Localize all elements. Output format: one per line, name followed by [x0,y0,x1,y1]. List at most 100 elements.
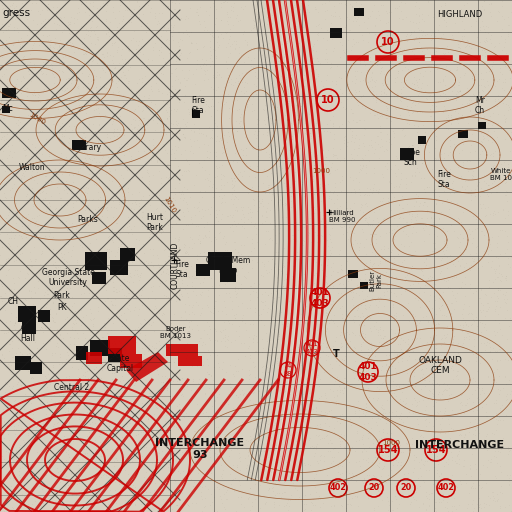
Point [142,467,150,476]
Point [393,351,401,359]
Point [82,0,90,6]
Point [494,182,502,190]
Point [318,272,327,280]
Point [456,230,464,239]
Point [245,140,253,148]
Point [306,214,314,222]
Point [133,173,141,181]
Point [326,281,334,289]
Point [92,24,100,32]
Point [268,293,276,302]
Point [292,360,301,368]
Point [427,31,435,39]
Point [481,179,489,187]
Point [56,36,65,45]
Point [0,417,8,425]
Point [342,504,350,512]
Point [72,197,80,205]
Point [261,4,269,12]
Point [259,362,267,370]
Point [17,57,25,65]
Point [168,446,177,455]
Point [205,61,214,70]
Point [250,201,258,209]
Point [44,286,52,294]
Point [223,178,231,186]
Point [499,205,507,214]
Point [374,328,382,336]
Point [203,301,211,309]
Point [338,120,346,129]
Point [193,361,201,369]
Point [264,4,272,12]
Point [467,450,476,458]
Point [360,243,368,251]
Point [78,133,86,141]
Point [295,281,303,289]
Point [131,123,139,131]
Point [465,332,474,340]
Point [56,350,64,358]
Point [231,314,240,322]
Point [459,249,467,258]
Point [502,392,510,400]
Point [15,250,24,258]
Point [287,300,295,308]
Point [251,415,260,423]
Point [212,444,221,453]
Point [121,314,130,323]
Point [296,190,305,199]
Point [86,438,94,446]
Point [503,175,511,183]
Point [409,483,417,492]
Point [302,8,310,16]
Point [302,126,310,135]
Point [474,393,482,401]
Point [36,295,44,304]
Point [75,8,83,16]
Point [7,370,15,378]
Point [374,483,382,492]
Point [36,260,45,268]
Point [205,11,213,19]
Point [413,400,421,409]
Point [245,282,253,290]
Point [131,303,139,311]
Point [211,148,220,156]
Point [164,477,173,485]
Point [398,301,406,309]
Point [343,500,351,508]
Point [400,0,409,7]
Point [58,435,67,443]
Point [9,485,17,494]
Point [375,38,383,46]
Point [334,268,342,276]
Point [76,36,84,45]
Point [139,366,147,374]
Point [309,53,317,61]
Point [212,206,221,214]
Point [72,151,80,159]
Point [59,466,67,475]
Point [354,302,362,310]
Point [73,256,81,264]
Point [437,455,445,463]
Point [389,41,397,49]
Point [482,412,490,420]
Point [343,141,351,150]
Point [404,143,412,152]
Point [317,197,326,205]
Point [13,37,22,45]
Point [233,461,241,470]
Point [75,93,83,101]
Point [117,183,125,191]
Point [100,323,109,331]
Point [240,119,248,127]
Point [4,418,12,426]
Point [475,383,483,392]
Point [247,247,255,255]
Point [205,30,214,38]
Point [445,115,453,123]
Point [34,392,42,400]
Point [237,117,245,125]
